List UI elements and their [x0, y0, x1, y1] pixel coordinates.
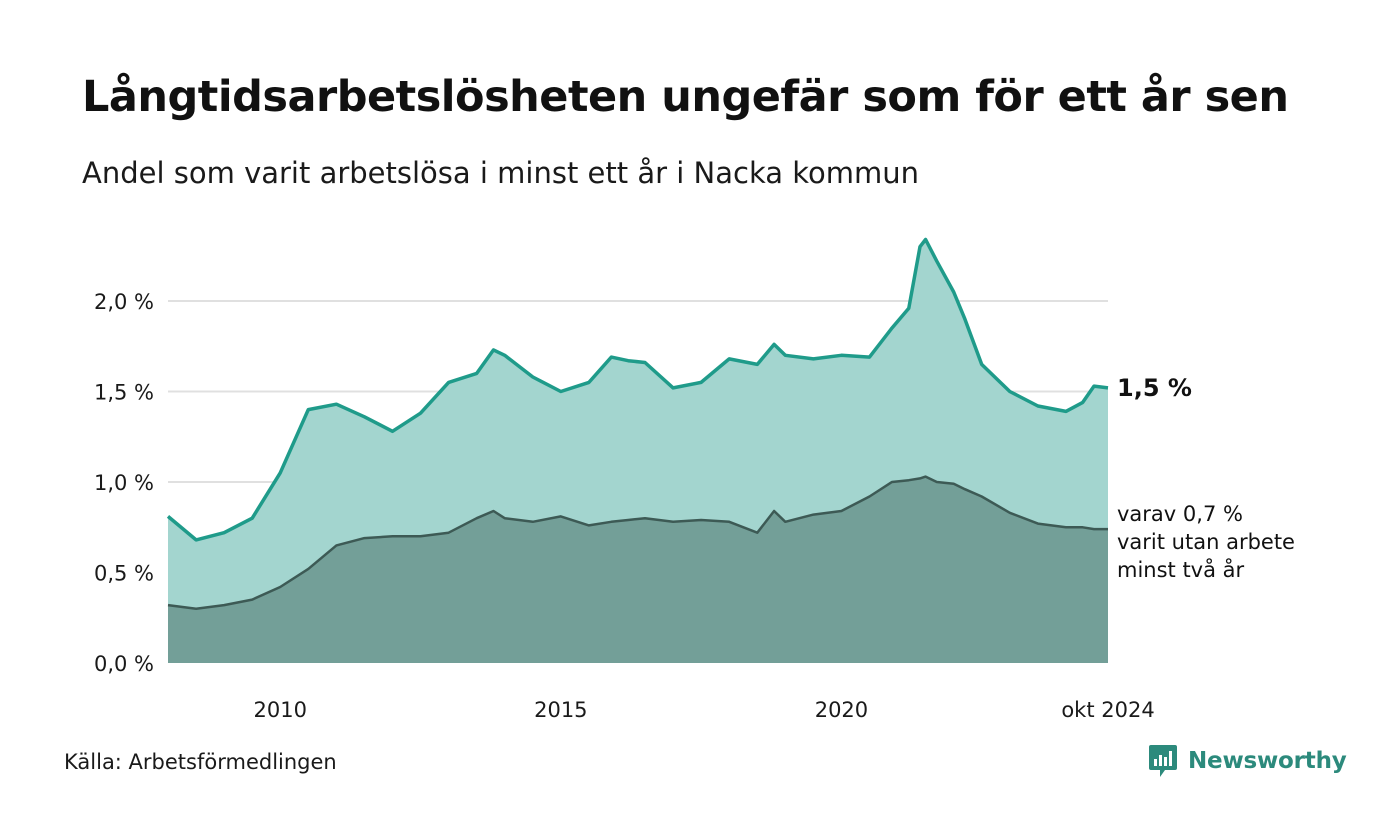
y-tick-label: 2,0 % — [94, 290, 154, 314]
area-chart: 0,0 % 0,5 % 1,0 % 1,5 % 2,0 % 2010 2015 2020 ok… — [94, 237, 1295, 722]
x-tick-label: 2020 — [815, 698, 868, 722]
x-axis: 2010 2015 2020 okt 2024 — [254, 698, 1155, 722]
end-labels: 1,5 % varav 0,7 % varit utan arbete minst t… — [1117, 374, 1295, 582]
y-tick-label: 1,5 % — [94, 381, 154, 405]
chart-subtitle: Andel som varit arbetslösa i minst ett å… — [82, 156, 919, 190]
series-long-term-line — [166, 237, 1109, 542]
newsworthy-logo-icon — [1149, 745, 1177, 777]
y-tick-label: 0,5 % — [94, 562, 154, 586]
y-tick-label: 1,0 % — [94, 471, 154, 495]
chart-title: Långtidsarbetslösheten ungefär som för e… — [82, 72, 1289, 122]
y-tick-label: 0,0 % — [94, 652, 154, 676]
newsworthy-logo-text: Newsworthy — [1188, 748, 1347, 774]
end-label-two-year: varav 0,7 % — [1117, 502, 1243, 526]
end-label-two-year: varit utan arbete — [1117, 530, 1295, 554]
newsworthy-logo[interactable]: Newsworthy — [1148, 744, 1347, 778]
series-two-year-area — [168, 476, 1108, 663]
y-axis: 0,0 % 0,5 % 1,0 % 1,5 % 2,0 % — [94, 290, 154, 676]
source-note: Källa: Arbetsförmedlingen — [64, 750, 337, 774]
end-label-two-year: minst två år — [1117, 557, 1245, 582]
series-two-year-line — [167, 475, 1108, 610]
x-tick-label: okt 2024 — [1061, 698, 1154, 722]
x-tick-label: 2010 — [254, 698, 307, 722]
end-label-long-term: 1,5 % — [1117, 374, 1192, 402]
x-tick-label: 2015 — [534, 698, 587, 722]
